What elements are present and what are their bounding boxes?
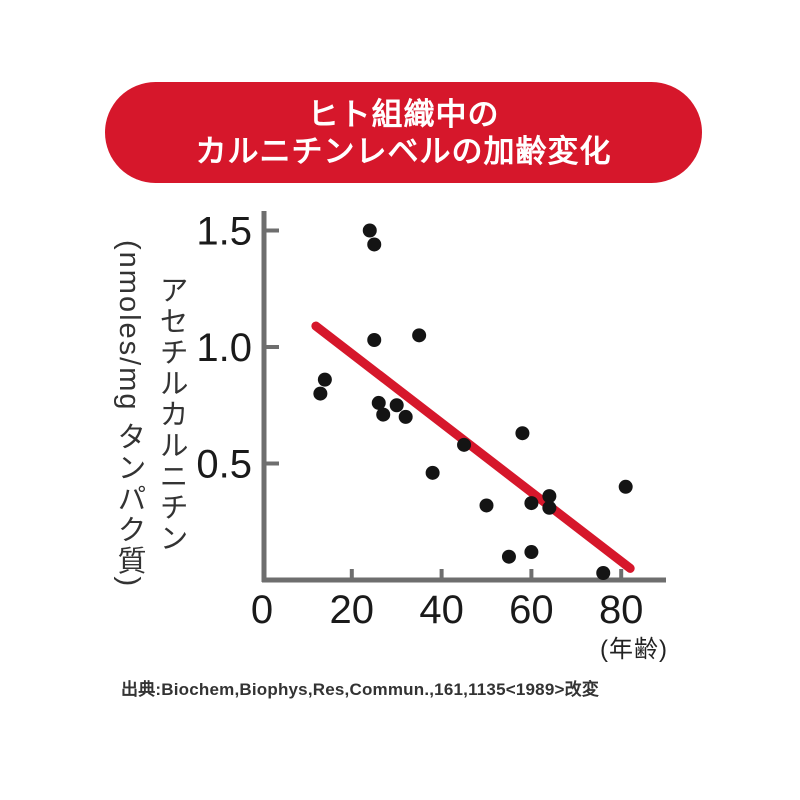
x-tick-label: 40 [419, 588, 464, 632]
data-point [479, 498, 494, 513]
data-point [313, 386, 328, 401]
source-citation: 出典:Biochem,Biophys,Res,Commun.,161,1135<… [121, 680, 600, 699]
data-point [524, 545, 539, 560]
x-tick-label: 80 [599, 588, 644, 632]
trend-line [311, 321, 635, 573]
data-point [371, 395, 386, 410]
data-point [367, 237, 382, 252]
data-point [389, 398, 404, 413]
data-point [376, 407, 391, 422]
x-axis-unit-label: (年齢) [600, 636, 668, 663]
data-point [542, 489, 557, 504]
data-point [398, 409, 413, 424]
data-point [425, 465, 440, 480]
data-point [362, 223, 377, 238]
title-line-1: ヒト組織中の [307, 96, 500, 132]
data-point [457, 437, 472, 452]
y-tick-label: 1.0 [196, 326, 252, 370]
y-axis-label-name: アセチルカルニチン [155, 274, 187, 554]
data-point [515, 426, 530, 441]
y-axis-label: アセチルカルニチン (nmoles/mg タンパク質) [104, 222, 192, 606]
y-tick-label: 1.5 [196, 210, 252, 254]
y-tick-label: 0.5 [196, 443, 252, 487]
data-point [524, 496, 539, 511]
x-tick-label: 60 [509, 588, 554, 632]
x-tick-label: 20 [330, 588, 375, 632]
data-point [542, 500, 557, 515]
data-point [618, 479, 633, 494]
title-line-2: カルニチンレベルの加齢変化 [195, 133, 612, 169]
data-point [412, 328, 427, 343]
x-tick-label: 0 [251, 588, 273, 632]
data-point [501, 549, 516, 564]
title-banner: ヒト組織中の カルニチンレベルの加齢変化 [105, 82, 702, 183]
y-axis-label-unit: (nmoles/mg タンパク質) [113, 239, 145, 589]
data-point [367, 333, 382, 348]
data-point [317, 372, 332, 387]
data-point [596, 566, 611, 581]
